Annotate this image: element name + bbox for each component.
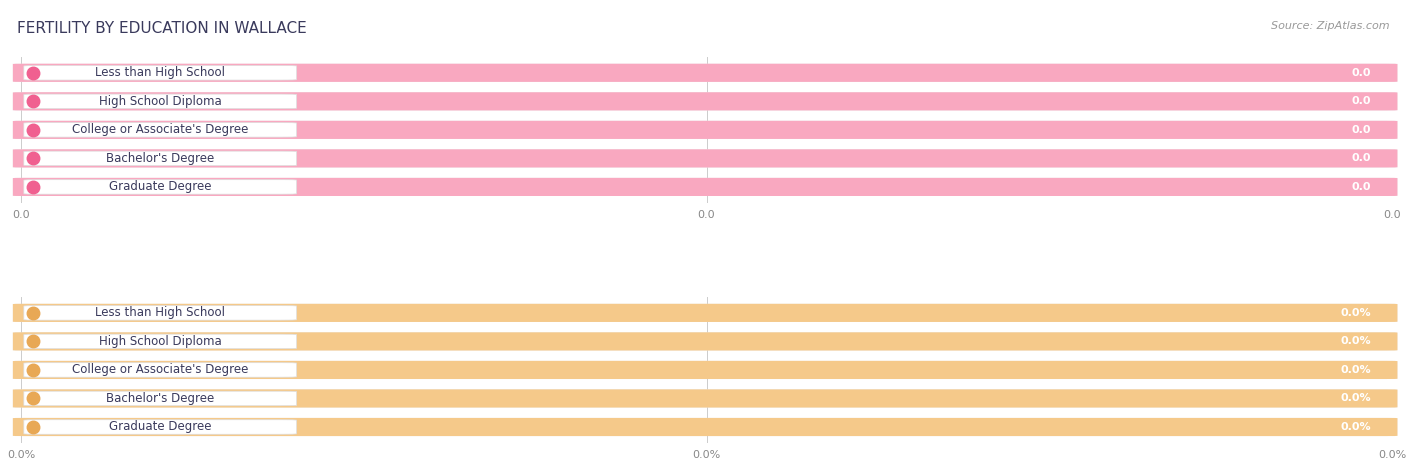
Text: 0.0%: 0.0% <box>1341 337 1371 347</box>
FancyBboxPatch shape <box>13 361 1398 379</box>
FancyBboxPatch shape <box>13 304 1398 322</box>
FancyBboxPatch shape <box>24 94 297 109</box>
FancyBboxPatch shape <box>13 332 1398 350</box>
Text: High School Diploma: High School Diploma <box>98 95 222 108</box>
FancyBboxPatch shape <box>13 149 1398 168</box>
FancyBboxPatch shape <box>13 178 1398 196</box>
FancyBboxPatch shape <box>13 92 1398 110</box>
Text: 0.0%: 0.0% <box>1341 422 1371 432</box>
FancyBboxPatch shape <box>13 92 1398 110</box>
Text: College or Associate's Degree: College or Associate's Degree <box>72 364 249 377</box>
Text: 0.0: 0.0 <box>1353 125 1371 135</box>
FancyBboxPatch shape <box>13 64 1398 82</box>
FancyBboxPatch shape <box>13 121 1398 139</box>
FancyBboxPatch shape <box>13 418 1398 436</box>
FancyBboxPatch shape <box>24 66 297 80</box>
Text: Bachelor's Degree: Bachelor's Degree <box>105 152 214 165</box>
FancyBboxPatch shape <box>24 179 297 194</box>
Text: Bachelor's Degree: Bachelor's Degree <box>105 392 214 405</box>
FancyBboxPatch shape <box>24 151 297 166</box>
FancyBboxPatch shape <box>13 332 1398 350</box>
FancyBboxPatch shape <box>13 178 1398 196</box>
Text: Less than High School: Less than High School <box>96 307 225 319</box>
Text: 0.0: 0.0 <box>1353 96 1371 106</box>
Text: 0.0%: 0.0% <box>1341 308 1371 318</box>
Text: 0.0: 0.0 <box>1353 182 1371 192</box>
Text: 0.0%: 0.0% <box>1341 394 1371 404</box>
FancyBboxPatch shape <box>24 334 297 348</box>
Text: 0.0: 0.0 <box>1353 153 1371 163</box>
Text: FERTILITY BY EDUCATION IN WALLACE: FERTILITY BY EDUCATION IN WALLACE <box>17 21 307 37</box>
FancyBboxPatch shape <box>13 64 1398 82</box>
FancyBboxPatch shape <box>13 389 1398 407</box>
FancyBboxPatch shape <box>13 149 1398 168</box>
FancyBboxPatch shape <box>24 363 297 377</box>
FancyBboxPatch shape <box>13 361 1398 379</box>
Text: College or Associate's Degree: College or Associate's Degree <box>72 123 249 136</box>
Text: 0.0%: 0.0% <box>1341 365 1371 375</box>
Text: Less than High School: Less than High School <box>96 66 225 79</box>
Text: 0.0: 0.0 <box>1353 68 1371 78</box>
FancyBboxPatch shape <box>24 420 297 434</box>
FancyBboxPatch shape <box>13 121 1398 139</box>
FancyBboxPatch shape <box>13 389 1398 407</box>
FancyBboxPatch shape <box>24 306 297 320</box>
FancyBboxPatch shape <box>13 304 1398 322</box>
Text: Graduate Degree: Graduate Degree <box>110 180 211 193</box>
Text: Graduate Degree: Graduate Degree <box>110 420 211 434</box>
FancyBboxPatch shape <box>24 123 297 137</box>
Text: High School Diploma: High School Diploma <box>98 335 222 348</box>
FancyBboxPatch shape <box>24 391 297 406</box>
Text: Source: ZipAtlas.com: Source: ZipAtlas.com <box>1271 21 1389 31</box>
FancyBboxPatch shape <box>13 418 1398 436</box>
